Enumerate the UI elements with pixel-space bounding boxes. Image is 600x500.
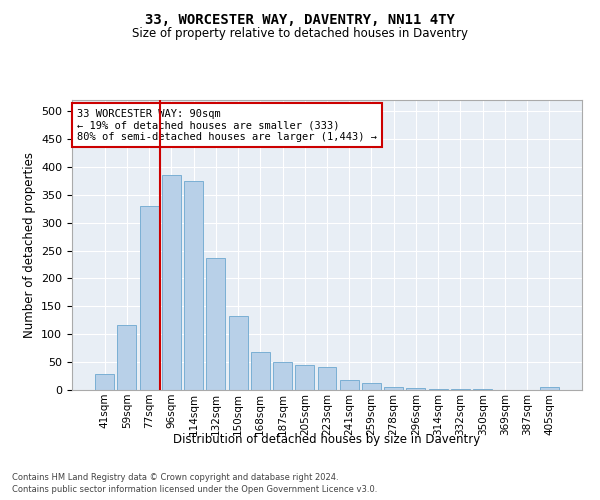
Bar (362, 383, 381, 390)
Bar (384, 387, 403, 390)
Text: Contains public sector information licensed under the Open Government Licence v3: Contains public sector information licen… (12, 486, 377, 494)
Bar (340, 380, 359, 390)
Y-axis label: Number of detached properties: Number of detached properties (23, 152, 35, 338)
Bar (229, 316, 248, 390)
Bar (317, 366, 337, 390)
Text: Size of property relative to detached houses in Daventry: Size of property relative to detached ho… (132, 28, 468, 40)
Text: Distribution of detached houses by size in Daventry: Distribution of detached houses by size … (173, 432, 481, 446)
Bar (273, 362, 292, 390)
Bar (251, 352, 270, 390)
Text: Contains HM Land Registry data © Crown copyright and database right 2024.: Contains HM Land Registry data © Crown c… (12, 473, 338, 482)
Bar (95, 374, 114, 390)
Bar (118, 326, 136, 390)
Text: 33, WORCESTER WAY, DAVENTRY, NN11 4TY: 33, WORCESTER WAY, DAVENTRY, NN11 4TY (145, 12, 455, 26)
Bar (295, 365, 314, 390)
Bar (406, 388, 425, 390)
Bar (206, 258, 225, 390)
Bar (162, 176, 181, 390)
Bar (140, 206, 158, 390)
Bar (540, 386, 559, 390)
Text: 33 WORCESTER WAY: 90sqm
← 19% of detached houses are smaller (333)
80% of semi-d: 33 WORCESTER WAY: 90sqm ← 19% of detache… (77, 108, 377, 142)
Bar (184, 181, 203, 390)
Bar (429, 389, 448, 390)
